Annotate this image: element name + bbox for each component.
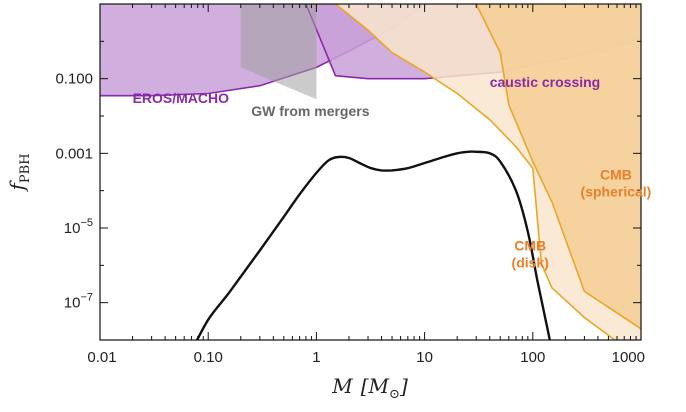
y-axis-title: fPBH bbox=[5, 153, 33, 192]
y-tick-label: 0.100 bbox=[55, 71, 93, 88]
y-tick-label: 0.001 bbox=[55, 145, 93, 162]
x-axis-title: M [M⊙] bbox=[331, 374, 408, 402]
annotation-caustic: caustic crossing bbox=[490, 74, 601, 90]
cmb-disk-boundary bbox=[334, 4, 617, 340]
x-tick-label: 1000 bbox=[612, 349, 645, 366]
annotation-eros: EROS/MACHO bbox=[133, 90, 230, 106]
plot-frame bbox=[99, 3, 642, 341]
annotation-cmb-disk: CMB (disk) bbox=[512, 237, 549, 270]
cmb-spherical-boundary bbox=[475, 4, 641, 330]
x-tick-label: 1 bbox=[312, 349, 320, 366]
y-tick-label: 10−5 bbox=[64, 217, 93, 237]
axis-ticks: 0.01 0.10 1 10 100 1000 0.100 0.001 10−5 10−7 bbox=[55, 3, 645, 366]
x-tick-label: 0.01 bbox=[87, 349, 116, 366]
annotations: EROS/MACHO GW from mergers caustic crossin… bbox=[133, 74, 652, 271]
series-layer bbox=[195, 150, 552, 340]
annotation-gw: GW from mergers bbox=[251, 103, 369, 119]
annotation-cmb-sph: CMB (spherical) bbox=[581, 166, 652, 199]
x-tick-label: 10 bbox=[416, 349, 433, 366]
cmb-spherical-region bbox=[476, 4, 641, 329]
y-tick-label: 10−7 bbox=[64, 292, 93, 312]
gw-from-mergers-region bbox=[240, 4, 317, 100]
exclusion-regions bbox=[100, 4, 641, 340]
x-tick-label: 100 bbox=[520, 349, 545, 366]
series-line-0 bbox=[195, 150, 552, 340]
x-tick-label: 0.10 bbox=[194, 349, 223, 366]
